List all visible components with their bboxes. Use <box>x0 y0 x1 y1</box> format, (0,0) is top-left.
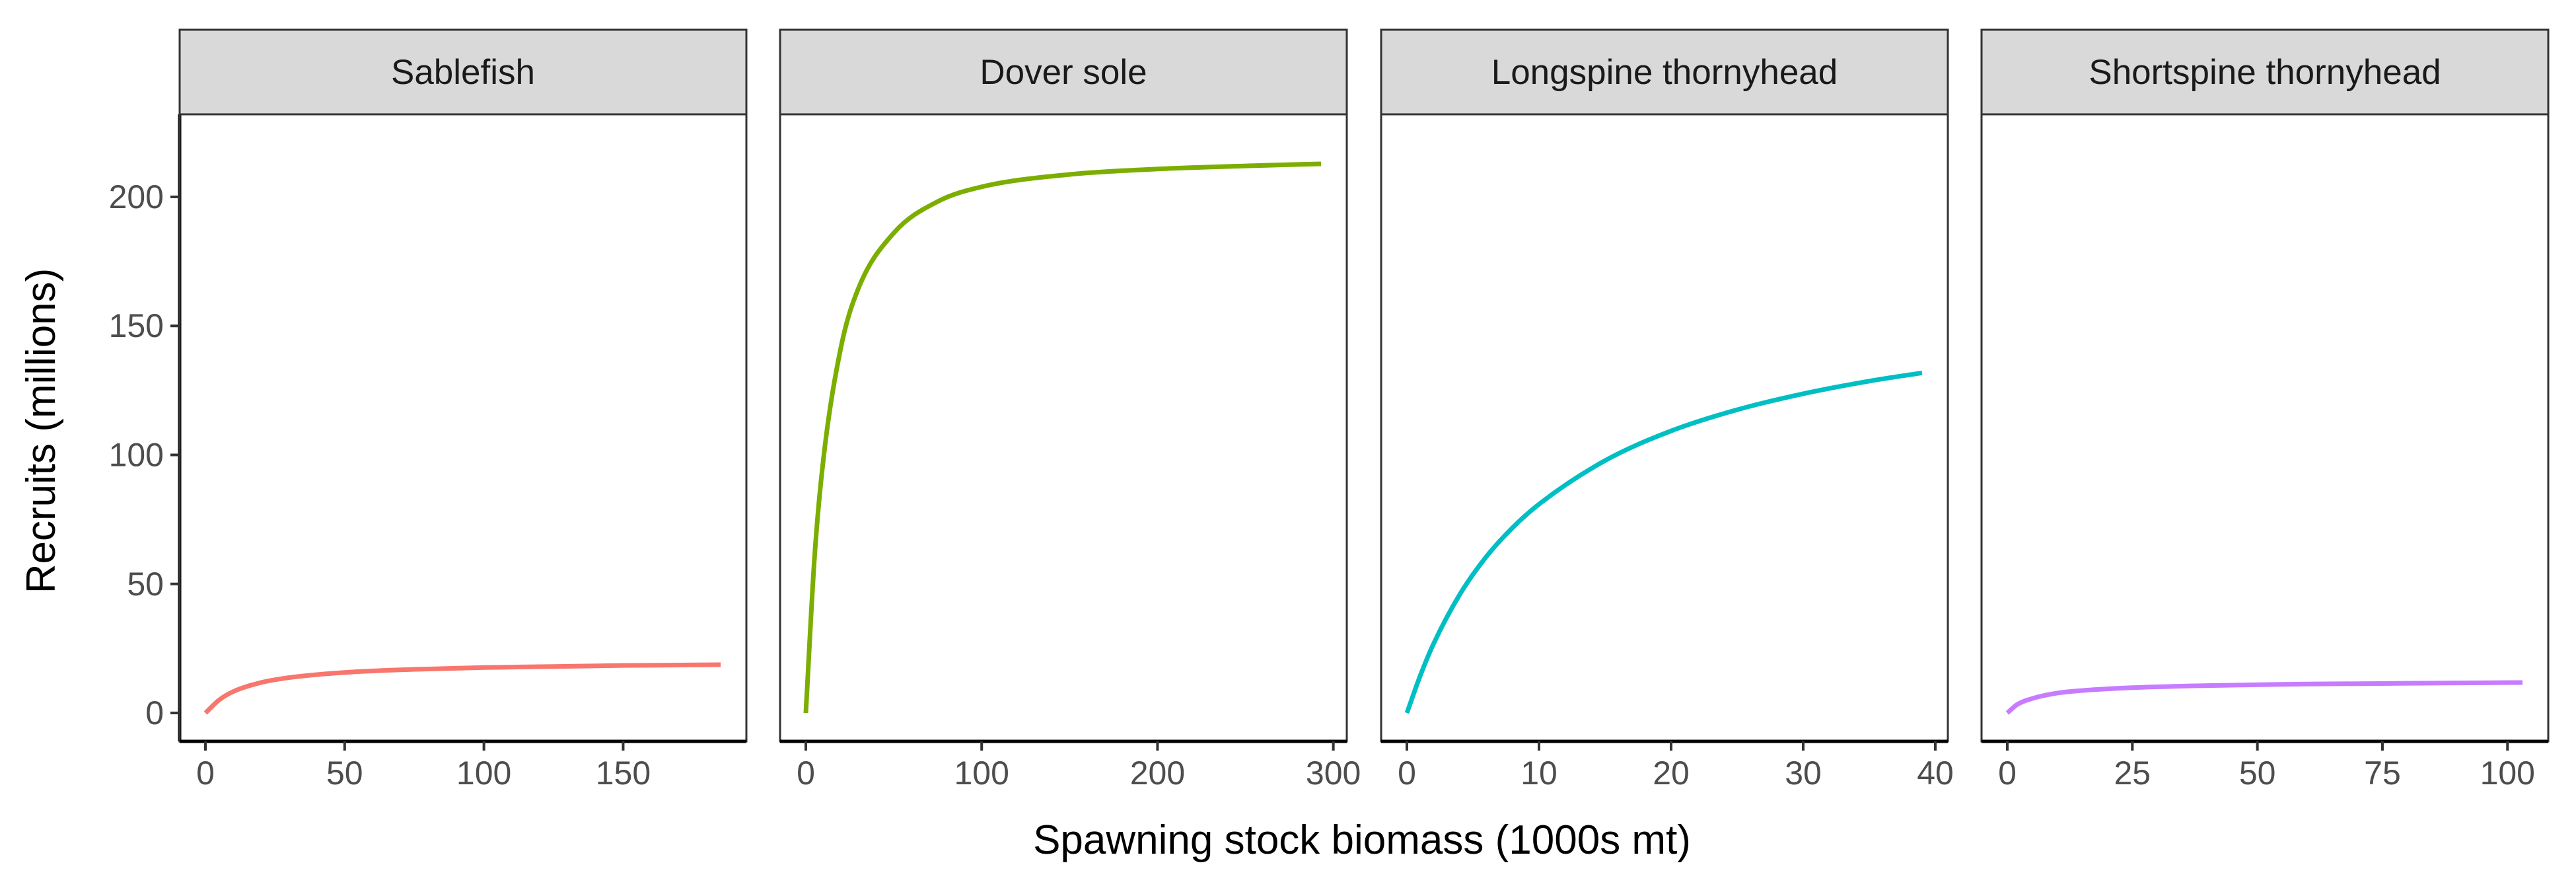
y-tick-label: 100 <box>109 437 164 474</box>
facet-strip <box>178 28 748 116</box>
facet-strip-label: Dover sole <box>980 53 1147 92</box>
x-axis-title: Spawning stock biomass (1000s mt) <box>1033 817 1691 863</box>
x-tick-label: 200 <box>1130 755 1185 792</box>
y-tick-label: 50 <box>127 566 164 603</box>
x-tick-label: 0 <box>1998 755 2017 792</box>
series-line <box>2005 680 2523 715</box>
x-tick-label: 10 <box>1521 755 1557 792</box>
facet-strip-label: Shortspine thornyhead <box>2089 53 2441 92</box>
facet-strip <box>1380 28 1949 116</box>
y-tick-label: 0 <box>145 694 164 731</box>
x-tick-label: 0 <box>196 755 215 792</box>
x-tick-label: 0 <box>797 755 815 792</box>
x-tick-label: 20 <box>1653 755 1690 792</box>
x-tick-label: 150 <box>596 755 651 792</box>
x-tick-label: 30 <box>1785 755 1822 792</box>
x-tick-label: 100 <box>954 755 1009 792</box>
x-tick-label: 100 <box>456 755 511 792</box>
facet-strip <box>779 28 1348 116</box>
y-tick-label: 150 <box>109 307 164 344</box>
x-tick-label: 25 <box>2114 755 2151 792</box>
panel-sablefish: Sablefish 0 50 100 150 <box>178 28 748 792</box>
y-axis-title: Recruits (millions) <box>18 268 64 594</box>
panel-longspine-thornyhead: Longspine thornyhead 0 10 20 30 40 <box>1380 28 1954 792</box>
x-tick-label: 50 <box>2239 755 2276 792</box>
x-tick-label: 75 <box>2364 755 2401 792</box>
x-tick-label: 100 <box>2480 755 2535 792</box>
facet-strip-label: Sablefish <box>391 53 535 92</box>
x-tick-label: 0 <box>1398 755 1416 792</box>
facet-strip-label: Longspine thornyhead <box>1491 53 1838 92</box>
x-tick-label: 300 <box>1306 755 1361 792</box>
series-line <box>803 161 1322 714</box>
x-tick-label: 40 <box>1917 755 1954 792</box>
x-tick-label: 50 <box>326 755 363 792</box>
series-line <box>1404 370 1923 714</box>
y-tick-label: 200 <box>109 178 164 215</box>
facet-strip <box>1980 28 2550 116</box>
panel-shortspine-thornyhead: Shortspine thornyhead 0 25 50 75 100 <box>1980 28 2550 792</box>
panel-dover-sole: Dover sole 0 100 200 300 <box>779 28 1361 792</box>
series-line <box>203 662 721 715</box>
